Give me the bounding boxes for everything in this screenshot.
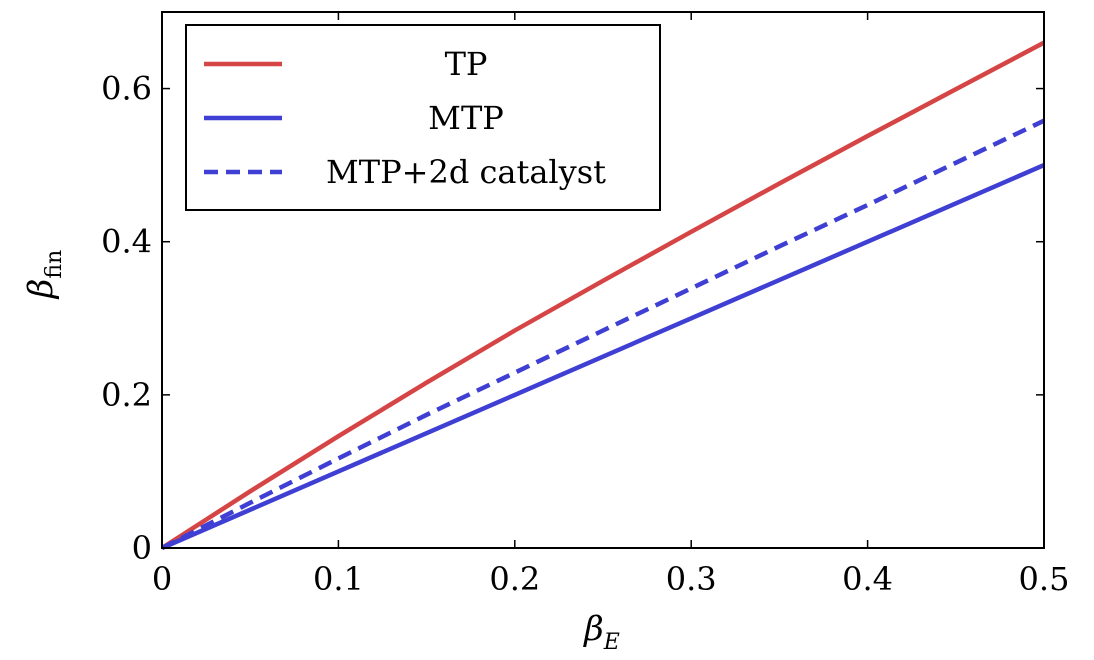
ticks-layer: 0 0.1 0.2 0.3 0.4 0.5 0 0.2 0.4 0.6 xyxy=(101,12,1069,598)
plot-frame xyxy=(161,11,1045,549)
y-axis-label-text: βfin xyxy=(21,250,67,301)
legend: TP MTP MTP+2d catalyst xyxy=(185,24,661,211)
y-tick-label: 0.4 xyxy=(101,223,152,261)
x-tick-label: 0.4 xyxy=(842,560,893,598)
y-tick-label: 0.6 xyxy=(101,70,152,108)
series-layer xyxy=(160,40,1046,551)
legend-label-1: TP xyxy=(445,45,488,83)
y-tick-label: 0.2 xyxy=(101,376,152,414)
x-tick-label: 0.1 xyxy=(313,560,364,598)
x-axis-label: βE xyxy=(582,609,620,655)
legend-label-2: MTP xyxy=(428,99,504,137)
y-tick-label: 0 xyxy=(132,529,152,567)
x-axis-label-text: βE xyxy=(582,609,620,655)
series-line-3 xyxy=(160,118,1045,551)
series-line-2 xyxy=(161,163,1045,551)
x-tick-label: 0.3 xyxy=(666,560,717,598)
x-tick-label: 0.2 xyxy=(489,560,540,598)
series-line-1 xyxy=(160,40,1046,550)
y-axis-label: βfin xyxy=(21,250,67,301)
legend-label-3: MTP+2d catalyst xyxy=(326,153,606,191)
x-tick-label: 0.5 xyxy=(1019,560,1070,598)
x-tick-label: 0 xyxy=(152,560,172,598)
